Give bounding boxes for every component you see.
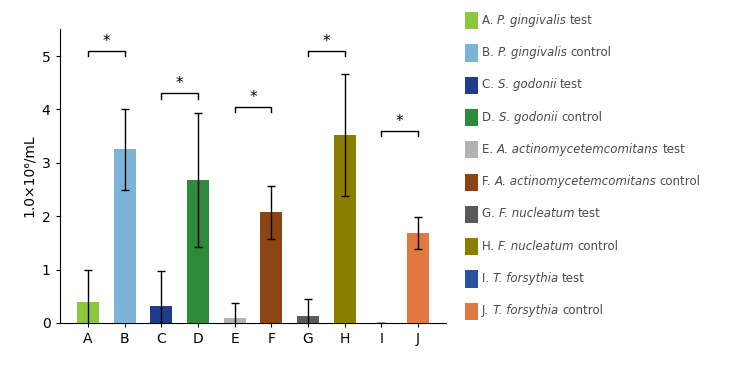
Y-axis label: 1.0×10⁶/mL: 1.0×10⁶/mL <box>22 135 36 218</box>
Text: F. nucleatum: F. nucleatum <box>498 240 577 253</box>
Text: test: test <box>562 272 585 285</box>
Text: control: control <box>571 46 612 59</box>
Bar <box>77 302 99 323</box>
Text: P. gingivalis: P. gingivalis <box>498 46 571 59</box>
Bar <box>114 149 135 323</box>
Bar <box>224 317 246 323</box>
Text: S. godonii: S. godonii <box>498 110 561 124</box>
Text: *: * <box>103 33 110 48</box>
Bar <box>407 233 429 323</box>
Text: test: test <box>662 143 685 156</box>
Text: A. actinomycetemcomitans: A. actinomycetemcomitans <box>497 143 662 156</box>
Text: G.: G. <box>482 207 498 221</box>
Text: control: control <box>660 175 701 188</box>
Bar <box>260 212 282 323</box>
Text: F.: F. <box>482 175 494 188</box>
Text: *: * <box>176 76 184 91</box>
Text: H.: H. <box>482 240 498 253</box>
Text: E.: E. <box>482 143 497 156</box>
Bar <box>333 135 356 323</box>
Text: *: * <box>322 33 330 48</box>
Text: test: test <box>578 207 601 221</box>
Bar <box>150 306 173 323</box>
Text: control: control <box>577 240 618 253</box>
Text: control: control <box>562 304 603 317</box>
Text: C.: C. <box>482 78 498 91</box>
Text: S. godonii: S. godonii <box>498 78 560 91</box>
Text: I.: I. <box>482 272 493 285</box>
Text: *: * <box>396 114 403 129</box>
Bar <box>297 316 319 323</box>
Text: T. forsythia: T. forsythia <box>493 272 562 285</box>
Text: J.: J. <box>482 304 493 317</box>
Bar <box>187 180 209 323</box>
Text: T. forsythia: T. forsythia <box>493 304 562 317</box>
Text: A.: A. <box>482 14 497 27</box>
Text: test: test <box>560 78 583 91</box>
Text: A. actinomycetemcomitans: A. actinomycetemcomitans <box>494 175 660 188</box>
Text: *: * <box>249 90 257 105</box>
Text: F. nucleatum: F. nucleatum <box>498 207 578 221</box>
Text: P. gingivalis: P. gingivalis <box>497 14 570 27</box>
Text: control: control <box>561 110 602 124</box>
Text: B.: B. <box>482 46 498 59</box>
Text: test: test <box>570 14 593 27</box>
Text: D.: D. <box>482 110 498 124</box>
